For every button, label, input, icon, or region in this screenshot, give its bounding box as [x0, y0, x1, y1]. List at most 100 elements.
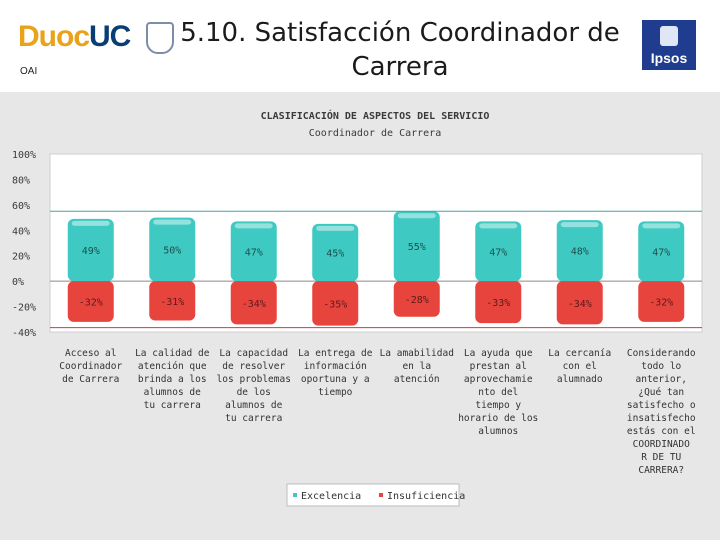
y-tick-label: -40% [12, 328, 36, 339]
legend-label-excelencia: Excelencia [301, 491, 361, 502]
ipsos-mark-icon [660, 26, 678, 46]
category-label: La calidad de [135, 348, 210, 359]
bar-excelencia-highlight [153, 219, 192, 225]
category-label: atención que [138, 361, 207, 372]
chart-panel: CLASIFICACIÓN DE ASPECTOS DEL SERVICIO Co… [0, 92, 720, 540]
ipsos-logo: Ipsos [642, 20, 696, 70]
bar-excelencia [393, 211, 440, 282]
insuficiencia-value-label: -34% [568, 299, 592, 310]
y-tick-label: 40% [12, 226, 30, 237]
bar-insuficiencia [475, 281, 522, 324]
category-label: tu carrera [225, 413, 282, 424]
title-line-1: 5.10. Satisfacción Coordinador de [180, 18, 620, 48]
bar-excelencia [230, 221, 277, 282]
title-line-2: Carrera [351, 52, 449, 82]
category-label: La amabilidad [380, 348, 454, 359]
chart-subtitle: Coordinador de Carrera [309, 128, 441, 139]
category-label: anterior, [636, 374, 687, 385]
bar-excelencia-highlight [234, 223, 273, 229]
category-label: Considerando [627, 348, 696, 359]
category-label: prestan al [470, 361, 527, 372]
bar-excelencia [67, 218, 114, 282]
bar-excelencia [312, 223, 359, 282]
category-label: La cercanía [548, 348, 611, 359]
excelencia-value-label: 45% [326, 249, 344, 260]
page-title: 5.10. Satisfacción Coordinador de Carrer… [176, 16, 624, 84]
category-label: los problemas [217, 374, 291, 385]
category-label: La capacidad [219, 348, 288, 359]
category-label: con el [563, 361, 597, 372]
category-label: tiempo y [475, 400, 521, 411]
excelencia-value-label: 55% [408, 242, 426, 253]
category-label: La entrega de [298, 348, 373, 359]
category-label: CARRERA? [638, 465, 684, 476]
category-label: alumnos de [225, 400, 282, 411]
insuficiencia-value-label: -34% [242, 299, 266, 310]
category-label: información [304, 361, 367, 372]
bar-chart: CLASIFICACIÓN DE ASPECTOS DEL SERVICIO Co… [12, 109, 703, 507]
bar-excelencia-highlight [71, 220, 110, 226]
category-label: atención [394, 374, 440, 385]
category-label: R DE TU [641, 452, 681, 463]
category-label: aprovechamie [464, 374, 533, 385]
category-label: La ayuda que [464, 348, 533, 359]
bar-excelencia-highlight [397, 213, 436, 219]
category-label: estás con el [627, 426, 696, 437]
y-tick-label: 80% [12, 175, 30, 186]
bar-excelencia [556, 220, 603, 282]
category-label: de Carrera [62, 374, 119, 385]
bar-excelencia [149, 217, 196, 282]
category-label: COORDINADO [633, 439, 690, 450]
category-label: Acceso al [65, 348, 116, 359]
category-label: Coordinador [59, 361, 122, 372]
insuficiencia-value-label: -32% [649, 297, 673, 308]
bar-insuficiencia [149, 281, 196, 321]
insuficiencia-value-label: -33% [486, 298, 510, 309]
category-label: de los [237, 387, 271, 398]
excelencia-value-label: 48% [571, 247, 589, 258]
chart-title: CLASIFICACIÓN DE ASPECTOS DEL SERVICIO [261, 109, 490, 122]
excelencia-value-label: 50% [163, 245, 181, 256]
legend-swatch-excelencia [293, 493, 297, 497]
category-label: tiempo [318, 387, 353, 398]
y-tick-label: 60% [12, 201, 30, 212]
legend-swatch-insuficiencia [379, 493, 383, 497]
plot-area [49, 153, 703, 333]
category-label: alumnos [478, 426, 518, 437]
uc-seal-icon [146, 22, 174, 54]
bar-excelencia-highlight [316, 225, 355, 231]
category-label: ¿Qué tan [638, 387, 684, 398]
excelencia-value-label: 47% [652, 247, 670, 258]
y-tick-label: 100% [12, 150, 36, 161]
bar-excelencia [638, 221, 685, 282]
duoc-uc-logo: DuocUC [18, 20, 131, 53]
bar-excelencia-highlight [560, 222, 599, 228]
excelencia-value-label: 49% [82, 246, 100, 257]
bar-excelencia-highlight [642, 223, 681, 229]
insuficiencia-value-label: -28% [405, 295, 429, 306]
legend-box [286, 483, 460, 507]
bar-excelencia [475, 221, 522, 282]
bar-insuficiencia [230, 281, 277, 325]
category-label: horario de los [458, 413, 538, 424]
insuficiencia-value-label: -32% [79, 297, 103, 308]
y-tick-label: -20% [12, 303, 36, 314]
bar-insuficiencia [556, 281, 603, 325]
category-label: alumnos de [144, 387, 201, 398]
category-label: tu carrera [144, 400, 201, 411]
category-label: nto del [478, 387, 518, 398]
bar-insuficiencia [312, 281, 359, 326]
category-label: insatisfecho [627, 413, 696, 424]
category-label: en la [402, 361, 431, 372]
bar-insuficiencia [393, 281, 440, 317]
category-label: oportuna y a [301, 374, 370, 385]
excelencia-value-label: 47% [245, 247, 263, 258]
slide-header: DuocUC OAI 5.10. Satisfacción Coordinado… [0, 0, 720, 92]
excelencia-value-label: 47% [489, 247, 507, 258]
insuficiencia-value-label: -31% [160, 297, 184, 308]
oai-label: OAI [20, 66, 38, 77]
category-label: brinda a los [138, 374, 207, 385]
bar-excelencia-highlight [479, 223, 518, 229]
y-tick-label: 0% [12, 277, 24, 288]
legend-label-insuficiencia: Insuficiencia [387, 491, 465, 502]
